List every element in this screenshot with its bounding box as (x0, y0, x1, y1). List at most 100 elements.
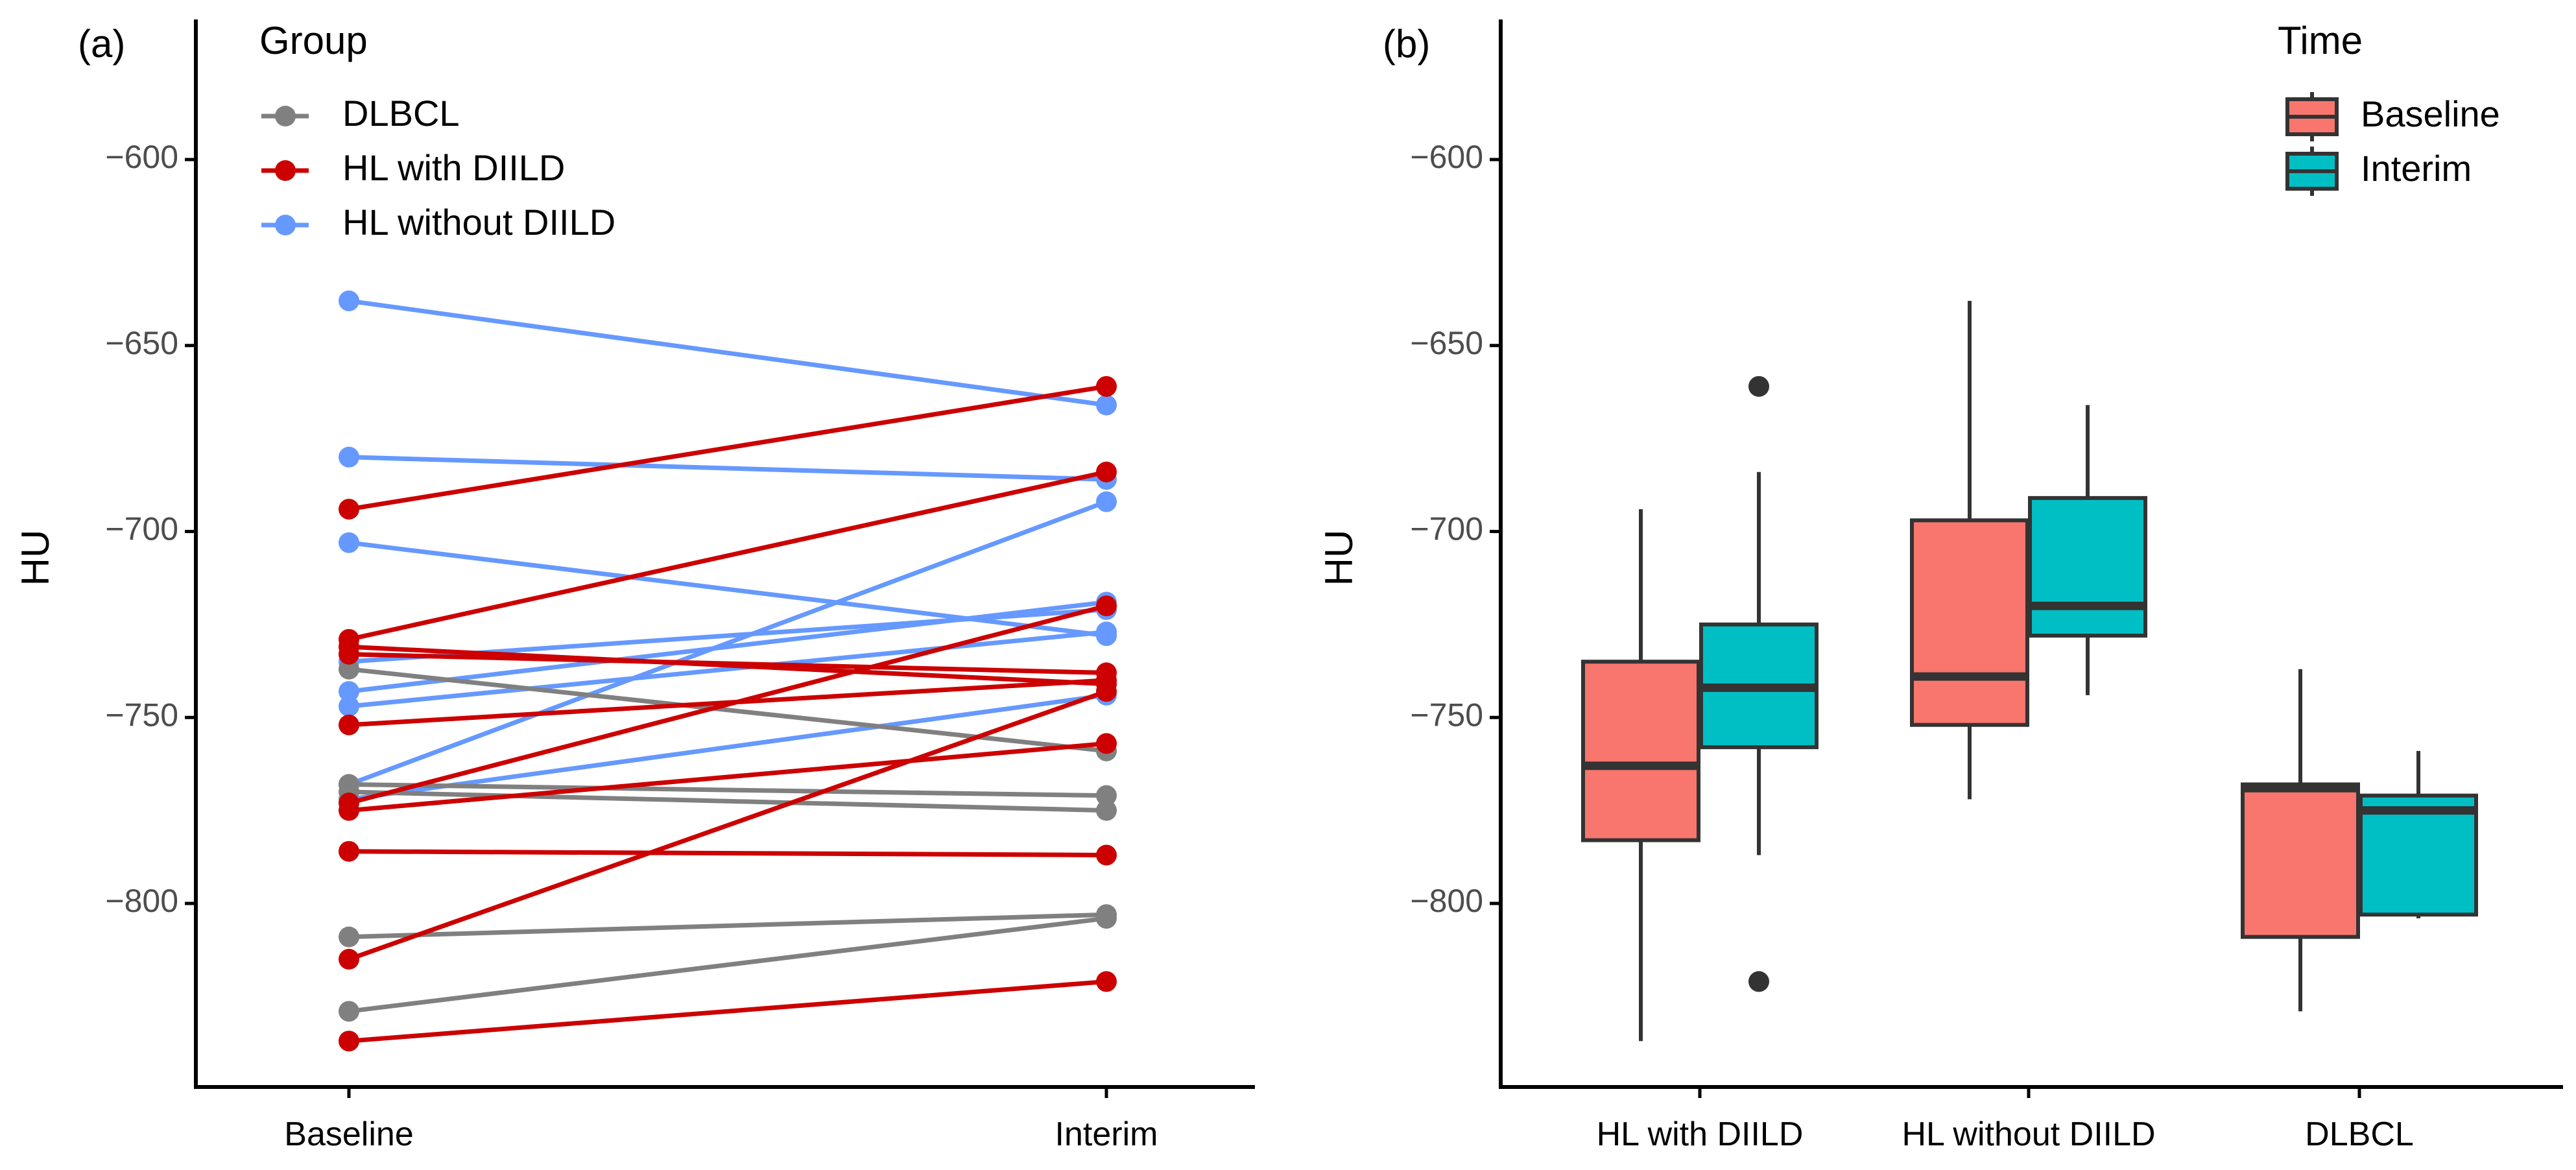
panel-a-point-baseline (339, 949, 359, 970)
panel-a-series (339, 290, 1117, 1052)
panel-a-y-ticks: −600 −650 −700 −750 −800 (105, 139, 196, 919)
panel-a-x-ticks: Baseline Interim (284, 1087, 1158, 1153)
panel-a-line-segment (348, 384, 1107, 512)
panel-a-line-segment (348, 916, 1107, 1014)
panel-a-y-tick-label: −800 (105, 883, 178, 919)
panel-b-box-dlbcl-baseline (2241, 669, 2360, 1012)
panel-a-series-line-hl-with-diild (339, 841, 1117, 866)
panel-a-point-baseline (339, 926, 359, 948)
panel-b-outlier-point (1748, 376, 1769, 397)
panel-b-y-tick-label: −700 (1410, 511, 1483, 547)
panel-a-y-tick-label: −750 (105, 697, 178, 733)
panel-a-line-segment (348, 789, 1107, 813)
panel-a-y-tick-label: −600 (105, 139, 178, 175)
panel-a-y-tick-label: −700 (105, 511, 178, 547)
panel-b-y-ticks: −600 −650 −700 −750 −800 (1410, 139, 1501, 919)
panel-a-legend-key-point (275, 160, 296, 181)
panel-a-line-segment (348, 979, 1107, 1044)
panel-a-line-segment (348, 693, 1107, 802)
panel-b-box-hl-with-diild-interim (1699, 376, 1819, 992)
panel-a-point-baseline (339, 841, 359, 862)
panel-b-boxes (1581, 300, 2478, 1042)
panel-a-line-segment (348, 455, 1107, 482)
panel-a-series-line-hl-with-diild (339, 681, 1117, 970)
panel-a-legend-item-dlbcl: DLBCL (261, 93, 460, 134)
panel-a-series-line-dlbcl (339, 907, 1117, 1022)
panel-a-x-tick-label: Baseline (284, 1116, 413, 1153)
panel-a-series-line-dlbcl (339, 904, 1117, 948)
panel-b-x-ticks: HL with DIILD HL without DIILD DLBCL (1597, 1087, 2414, 1153)
panel-a-series-line-hl-with-diild (339, 595, 1117, 814)
panel-a-series-line-hl-without-diild (339, 290, 1117, 416)
panel-a-point-baseline (339, 290, 359, 311)
panel-a-point-baseline (339, 499, 359, 520)
panel-b-legend-item-interim: Interim (2285, 147, 2472, 196)
panel-b-x-tick-label: HL without DIILD (1902, 1116, 2155, 1153)
panel-a-point-interim (1096, 971, 1117, 992)
panel-a-legend-title: Group (259, 19, 368, 62)
panel-a-point-baseline (339, 658, 359, 680)
panel-b-y-tick-label: −800 (1410, 883, 1483, 919)
panel-a-line-segment (348, 652, 1107, 675)
panel-b-legend-label: Interim (2361, 148, 2472, 189)
panel-a-point-interim (1096, 733, 1117, 754)
panel-b-box-hl-with-diild-baseline (1581, 509, 1700, 1042)
panel-a-line-segment (348, 689, 1108, 962)
panel-b-legend-title: Time (2278, 19, 2363, 62)
panel-a-legend-label: DLBCL (342, 93, 460, 134)
panel-a-line-segment (348, 599, 1107, 694)
panel-b-box-rect (2028, 495, 2147, 638)
panel-a-point-interim (1096, 461, 1117, 483)
panel-a-point-interim (1096, 621, 1117, 643)
panel-a-point-baseline (339, 681, 359, 702)
panel-a-line-segment (348, 470, 1107, 642)
panel-b-box-rect (1581, 660, 1700, 842)
panel-a-legend-label: HL without DIILD (342, 202, 615, 243)
panel-b-legend: Time Baseline Interim (2278, 19, 2500, 196)
panel-b-box-hl-without-diild-interim (2028, 405, 2147, 695)
panel-a-point-interim (1096, 394, 1117, 416)
panel-a-series-line-hl-with-diild (339, 971, 1117, 1052)
panel-a-legend-item-hl-without-diild: HL without DIILD (261, 202, 615, 243)
panel-a-series-line-dlbcl (339, 781, 1117, 821)
panel-a-series-line-hl-without-diild (339, 446, 1117, 490)
panel-a-label: (a) (78, 22, 125, 66)
panel-a-series-line-hl-without-diild (339, 532, 1117, 647)
panel-b-y-tick-label: −650 (1410, 325, 1483, 361)
panel-a-line-segment (348, 849, 1107, 857)
panel-a-x-tick-label: Interim (1055, 1116, 1158, 1153)
panel-b-outlier-point (1748, 971, 1769, 992)
panel-a-line-segment (348, 912, 1107, 940)
panel-b-y-tick-label: −600 (1410, 139, 1483, 175)
panel-a-point-baseline (339, 643, 359, 665)
panel-a-point-interim (1096, 907, 1117, 929)
panel-b-box-rect (2241, 782, 2360, 939)
panel-a-point-baseline (339, 1031, 359, 1052)
panel-a-point-interim (1096, 681, 1117, 702)
panel-b-x-tick-label: HL with DIILD (1597, 1116, 1804, 1153)
panel-b-box-rect (2359, 793, 2478, 917)
panel-b-box-plot: (b) HU −600 −650 −700 −750 −800 HL with DIIL… (1317, 19, 2563, 1153)
panel-b-legend-label: Baseline (2361, 93, 2500, 134)
panel-a-point-baseline (339, 1001, 359, 1022)
panel-a-series-line-hl-with-diild (339, 733, 1117, 821)
panel-a-legend-key-point (275, 215, 296, 235)
panel-a-series-line-hl-without-diild (339, 621, 1117, 717)
panel-a-line-segment (348, 629, 1107, 709)
panel-a-point-baseline (339, 714, 359, 735)
panel-b-label: (b) (1383, 22, 1430, 66)
panel-b-y-axis-title: HU (1317, 530, 1361, 586)
panel-a-line-chart: (a) HU −600 −650 −700 −750 −800 Baseline Inte… (14, 19, 1255, 1153)
panel-a-line-segment (348, 741, 1107, 813)
panel-a-point-interim (1096, 800, 1117, 821)
panel-a-y-tick-label: −650 (105, 325, 178, 361)
panel-b-legend-item-baseline: Baseline (2285, 92, 2500, 141)
panel-a-series-line-hl-with-diild (339, 376, 1117, 520)
panel-a-legend-item-hl-with-diild: HL with DIILD (261, 147, 565, 188)
panel-a-point-baseline (339, 800, 359, 821)
panel-a-point-baseline (339, 696, 359, 717)
panel-a-legend-label: HL with DIILD (342, 147, 565, 188)
panel-b-box-rect (1910, 518, 2029, 727)
panel-a-line-segment (348, 782, 1107, 798)
panel-a-point-interim (1096, 595, 1117, 617)
